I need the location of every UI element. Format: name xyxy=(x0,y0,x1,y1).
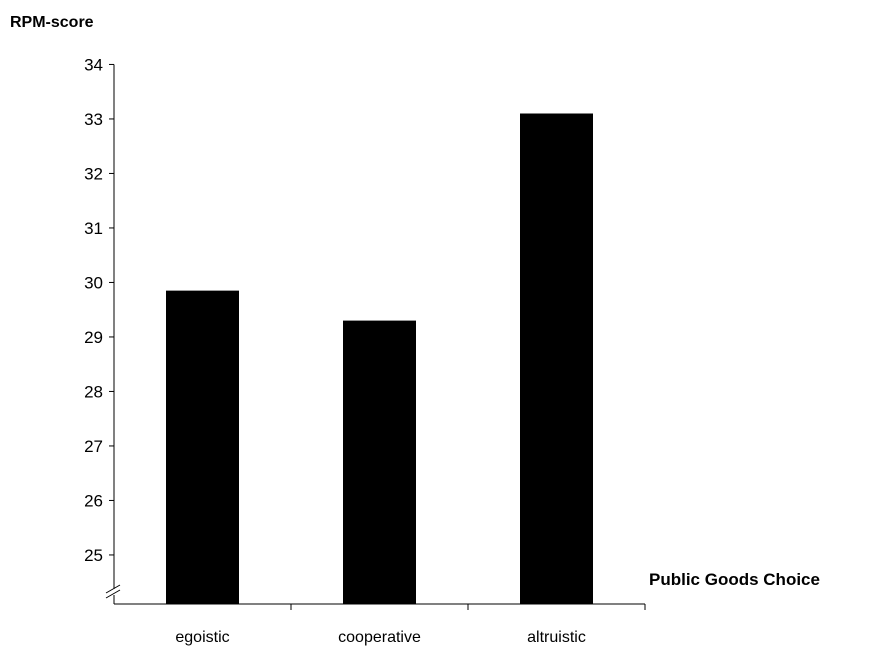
bar xyxy=(343,320,416,604)
y-tick-label: 33 xyxy=(84,110,103,129)
y-tick-label: 34 xyxy=(84,55,103,74)
axis-break-gap xyxy=(106,589,122,595)
y-tick-label: 27 xyxy=(84,437,103,456)
axis-break-mark xyxy=(105,589,121,599)
bar xyxy=(166,290,239,604)
x-tick-label: egoistic xyxy=(175,629,229,646)
x-axis-label: Public Goods Choice xyxy=(649,570,820,589)
y-tick-label: 30 xyxy=(84,273,103,292)
x-tick-label: cooperative xyxy=(338,629,421,646)
y-tick-label: 29 xyxy=(84,328,103,347)
y-tick-label: 25 xyxy=(84,546,103,565)
y-axis-label: RPM-score xyxy=(10,14,94,31)
bar xyxy=(520,113,593,604)
plot-area: 25 26 27 28 29 30 31 32 33 34 egoistic cooperative a… xyxy=(84,55,646,646)
y-tick-label: 26 xyxy=(84,491,103,510)
y-tick-label: 31 xyxy=(84,219,103,238)
axis-break-mark xyxy=(105,584,121,594)
y-tick-label: 32 xyxy=(84,164,103,183)
y-tick-label: 28 xyxy=(84,382,103,401)
x-tick-label: altruistic xyxy=(527,629,586,646)
